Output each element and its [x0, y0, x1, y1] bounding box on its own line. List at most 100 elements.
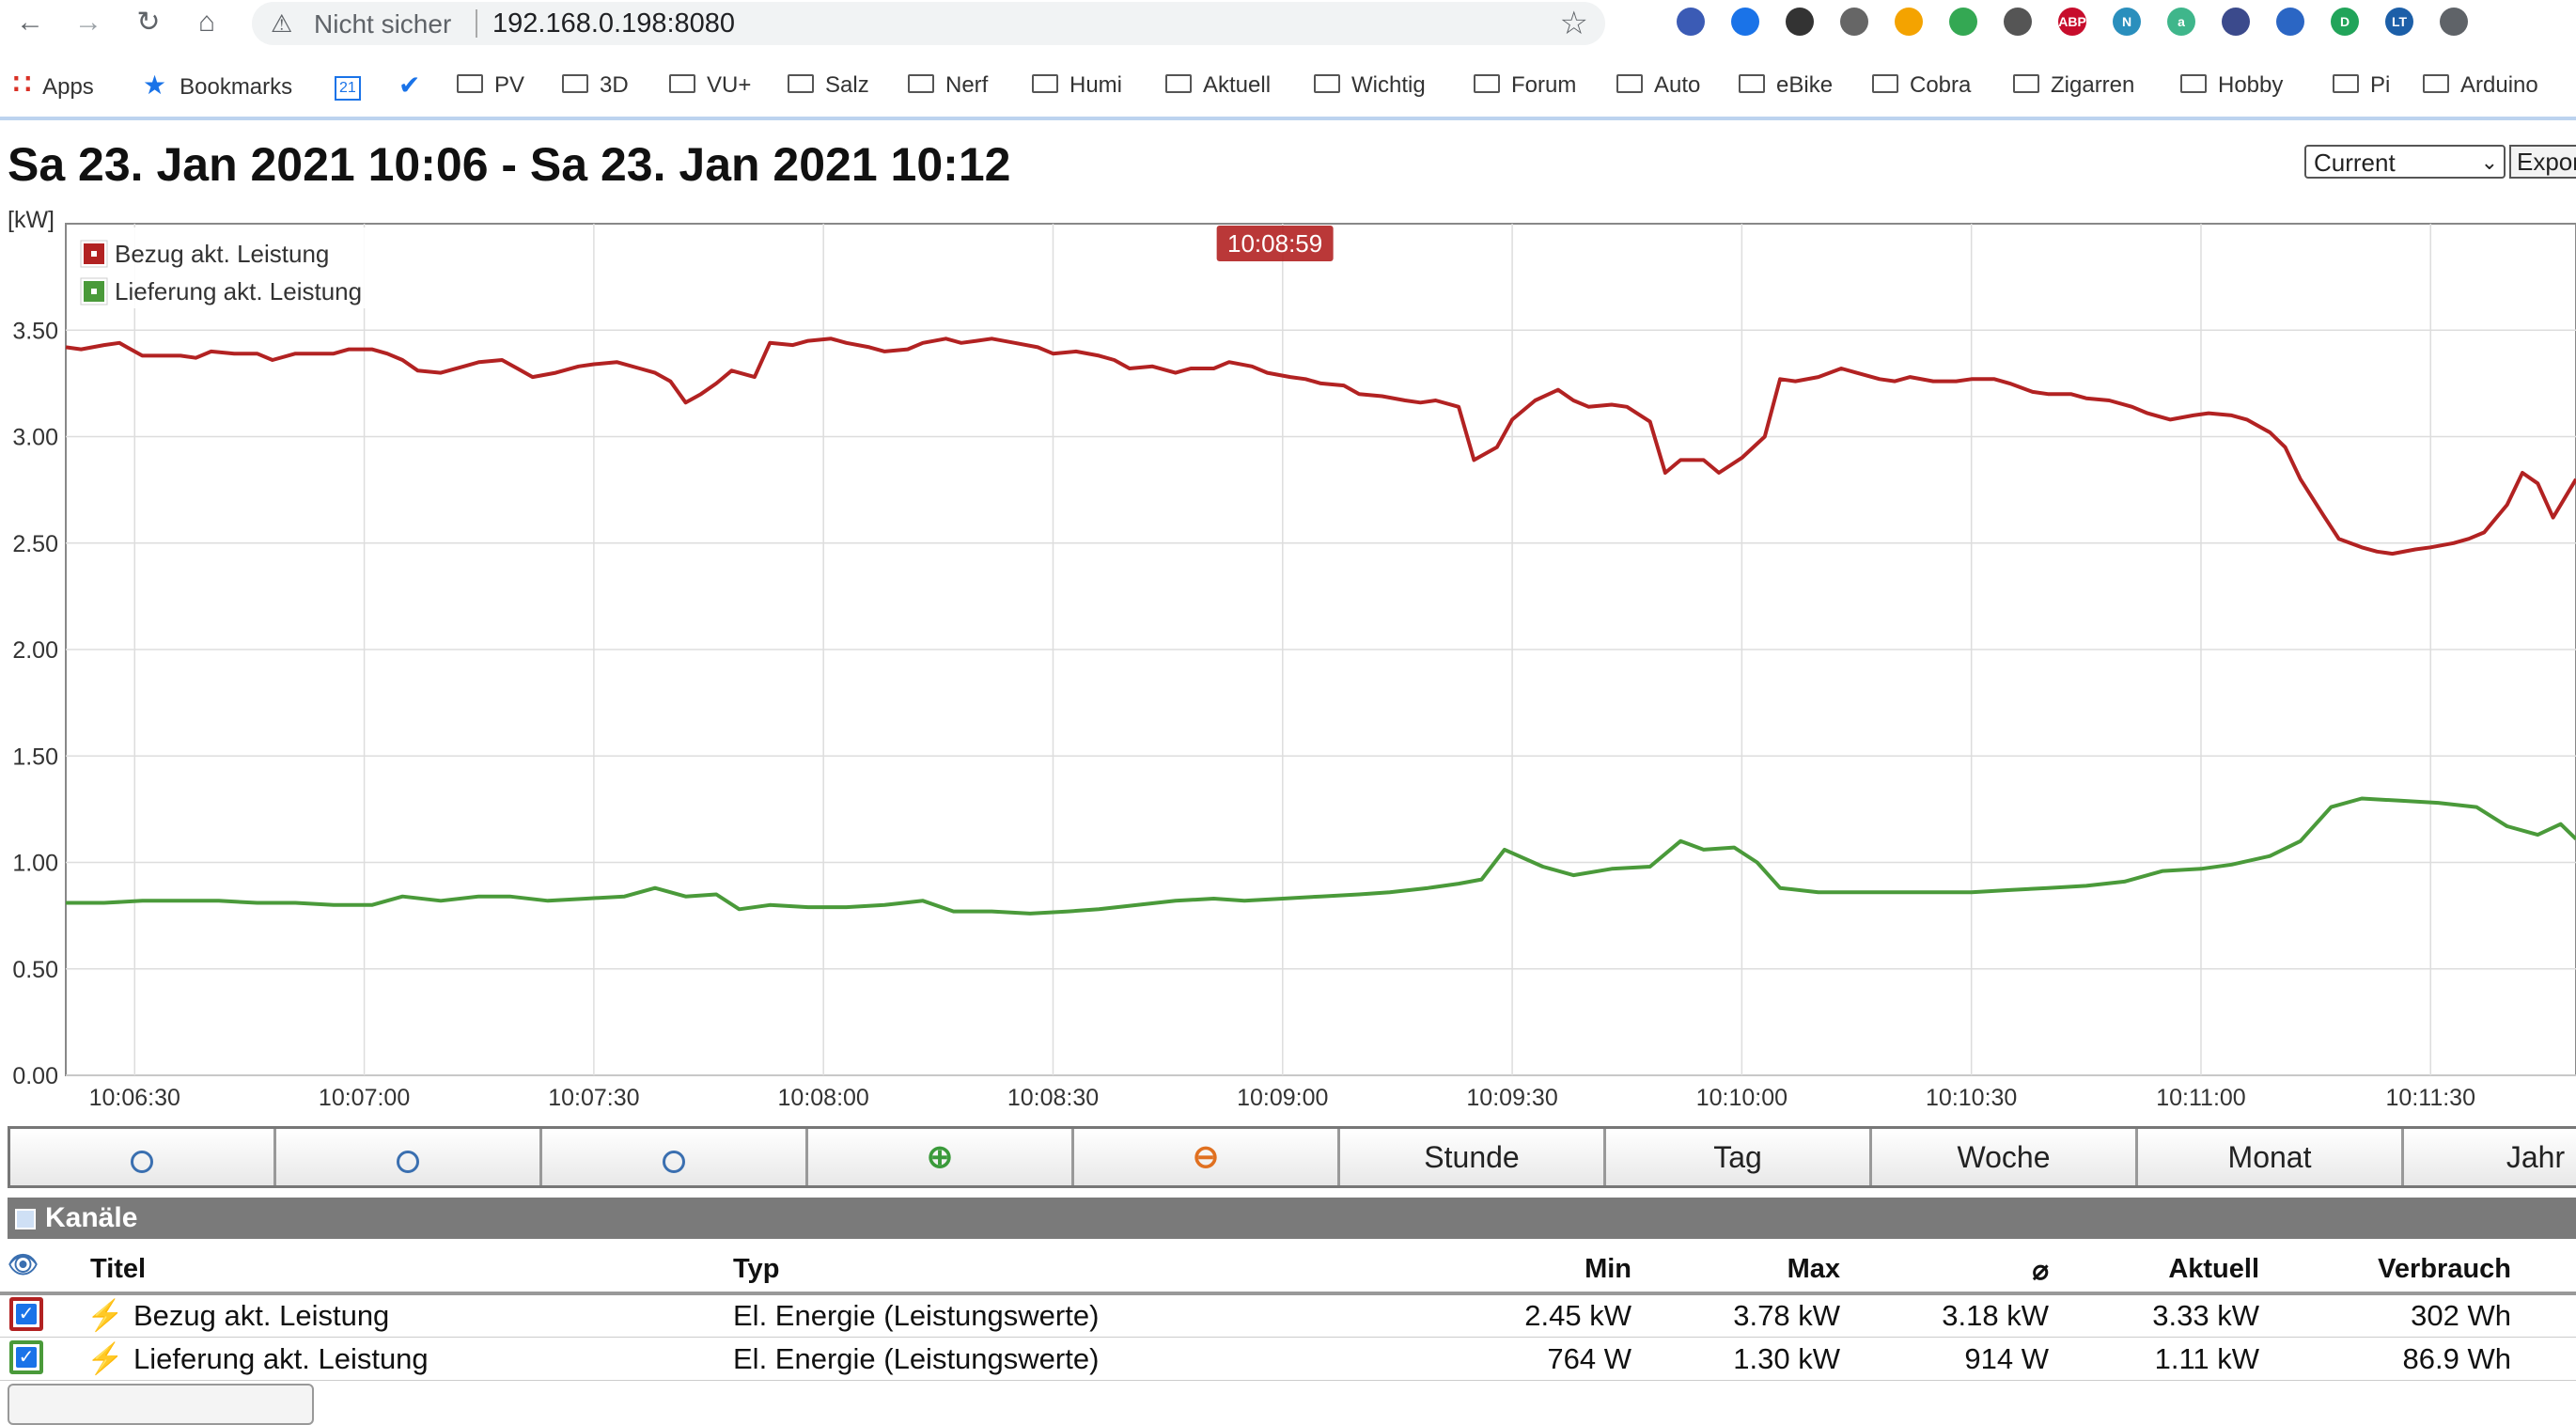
bookmark-label: Arduino: [2460, 72, 2538, 98]
bookmark-tasks[interactable]: ✔: [398, 64, 420, 107]
bookmark-apps[interactable]: ∷ Apps: [13, 64, 94, 107]
y-tick-label: 3.50: [12, 318, 58, 344]
ext-1-icon[interactable]: [1677, 8, 1705, 36]
table-row[interactable]: ✓ ⚡ Bezug akt. Leistung El. Energie (Lei…: [0, 1293, 2576, 1338]
legend-box: [73, 227, 372, 308]
range-month-button[interactable]: Monat: [2138, 1129, 2404, 1185]
col-type[interactable]: Typ: [733, 1254, 780, 1284]
bookmark-folder[interactable]: Wichtig: [1314, 64, 1426, 107]
y-tick-label: 0.00: [12, 1063, 58, 1089]
ext-speed-icon[interactable]: [1840, 8, 1868, 36]
address-separator: [476, 9, 477, 38]
range-day-button[interactable]: Tag: [1606, 1129, 1872, 1185]
col-current[interactable]: Aktuell: [2168, 1254, 2259, 1284]
channel-title[interactable]: Lieferung akt. Leistung: [133, 1342, 429, 1375]
bookmark-folder[interactable]: Aktuell: [1165, 64, 1271, 107]
x-tick-label: 10:11:30: [2386, 1085, 2475, 1111]
bookmark-folder[interactable]: Auto: [1616, 64, 1700, 107]
bookmark-label: Wichtig: [1351, 72, 1426, 98]
export-button[interactable]: Expor: [2509, 145, 2576, 179]
range-week-button[interactable]: Woche: [1872, 1129, 2138, 1185]
range-select[interactable]: Current ⌄: [2304, 145, 2506, 179]
x-tick-label: 10:07:00: [319, 1085, 410, 1111]
ext-n-icon[interactable]: N: [2113, 8, 2141, 36]
y-tick-label: 2.50: [12, 531, 58, 557]
col-avg[interactable]: ⌀: [2032, 1256, 2049, 1286]
back-icon[interactable]: ←: [16, 7, 44, 38]
ext-sync-icon[interactable]: [1786, 8, 1814, 36]
rewind-button[interactable]: [10, 1129, 276, 1185]
forward-icon[interactable]: →: [74, 7, 102, 38]
bookmark-folder[interactable]: Salz: [788, 64, 869, 107]
bookmark-folder[interactable]: Cobra: [1872, 64, 1971, 107]
x-tick-label: 10:11:00: [2156, 1085, 2245, 1111]
col-title[interactable]: Titel: [90, 1254, 147, 1284]
home-icon[interactable]: ⌂: [197, 7, 216, 38]
add-channel-button[interactable]: [8, 1384, 314, 1425]
zoom-out-button[interactable]: ⊖: [1074, 1129, 1340, 1185]
folder-icon: [1165, 73, 1192, 93]
channel-checkbox[interactable]: ✓: [9, 1340, 43, 1374]
series-line-1[interactable]: [65, 337, 2576, 556]
folder-icon: [2333, 73, 2359, 93]
skip-end-icon: [663, 1151, 685, 1173]
folder-icon: [1032, 73, 1058, 93]
channel-max: 1.30 kW: [1733, 1342, 1840, 1375]
reload-icon[interactable]: ↻: [136, 7, 161, 38]
folder-icon: [908, 73, 934, 93]
bookmark-folder[interactable]: Forum: [1474, 64, 1576, 107]
legend-entry[interactable]: Lieferung akt. Leistung: [115, 277, 362, 305]
ext-c-icon[interactable]: [2276, 8, 2304, 36]
bookmark-folder[interactable]: Pi: [2333, 64, 2390, 107]
url-text[interactable]: 192.168.0.198:8080: [492, 8, 736, 39]
ext-d-icon[interactable]: D: [2331, 8, 2359, 36]
zoom-in-button[interactable]: ⊕: [808, 1129, 1074, 1185]
cursor-time-box: [1216, 226, 1334, 261]
ext-puzzle-icon[interactable]: [2440, 8, 2468, 36]
legend-swatch-dot: [91, 251, 97, 257]
col-min[interactable]: Min: [1585, 1254, 1631, 1284]
star-icon: ★: [143, 70, 167, 100]
bookmark-folder[interactable]: PV: [457, 64, 524, 107]
ext-star-icon[interactable]: [1895, 8, 1923, 36]
ext-abp-icon[interactable]: ABP: [2058, 8, 2086, 36]
channels-header[interactable]: Kanäle: [8, 1198, 2576, 1239]
table-row[interactable]: ✓ ⚡ Lieferung akt. Leistung El. Energie …: [0, 1337, 2576, 1381]
power-chart[interactable]: 0.00 0.50 1.00 1.50 2.00 2.50 3.00 3.50 10:06:30…: [0, 211, 2576, 1119]
bookmark-folder[interactable]: VU+: [669, 64, 751, 107]
to-end-button[interactable]: [542, 1129, 808, 1185]
ext-a-icon[interactable]: a: [2167, 8, 2195, 36]
bookmark-folder[interactable]: 3D: [562, 64, 629, 107]
ext-b-icon[interactable]: [2222, 8, 2250, 36]
security-label: Nicht sicher: [314, 9, 452, 39]
channel-title[interactable]: Bezug akt. Leistung: [133, 1299, 390, 1332]
bookmark-star-icon[interactable]: ☆: [1559, 6, 1588, 41]
legend-entry[interactable]: Bezug akt. Leistung: [115, 240, 329, 268]
ext-2-icon[interactable]: [1731, 8, 1759, 36]
col-max[interactable]: Max: [1787, 1254, 1840, 1284]
eye-icon[interactable]: 👁: [8, 1250, 39, 1278]
series-line-2[interactable]: [66, 796, 2576, 916]
col-usage[interactable]: Verbrauch: [2378, 1254, 2511, 1284]
ext-drive-icon[interactable]: [1949, 8, 1977, 36]
ext-7-icon[interactable]: [2004, 8, 2032, 36]
forward-button[interactable]: [276, 1129, 542, 1185]
cursor-time-label: 10:08:59: [1227, 229, 1322, 258]
channel-checkbox[interactable]: ✓: [9, 1297, 43, 1331]
ext-lt-icon[interactable]: LT: [2385, 8, 2413, 36]
range-year-button[interactable]: Jahr: [2404, 1129, 2576, 1185]
lightning-icon: ⚡: [86, 1341, 124, 1375]
folder-icon: [2180, 73, 2207, 93]
folder-icon: [2423, 73, 2449, 93]
bookmark-folder[interactable]: eBike: [1739, 64, 1833, 107]
bookmark-folder[interactable]: Nerf: [908, 64, 988, 107]
bookmark-folder[interactable]: Arduino: [2423, 64, 2538, 107]
bookmark-calendar[interactable]: 21: [335, 64, 361, 107]
range-hour-button[interactable]: Stunde: [1340, 1129, 1606, 1185]
bookmark-folder[interactable]: Hobby: [2180, 64, 2283, 107]
bookmark-bookmarks[interactable]: ★ Bookmarks: [143, 64, 292, 107]
bookmark-folder[interactable]: Humi: [1032, 64, 1122, 107]
bookmark-folder[interactable]: Zigarren: [2013, 64, 2134, 107]
address-bar[interactable]: ⚠ Nicht sicher 192.168.0.198:8080 ☆: [252, 2, 1605, 45]
x-tick-label: 10:06:30: [89, 1085, 180, 1111]
